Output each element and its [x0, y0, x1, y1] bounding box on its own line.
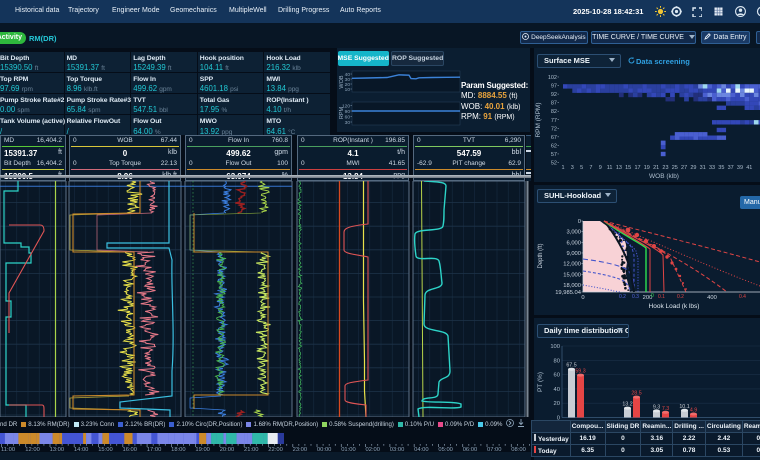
- svg-text:9,000: 9,000: [566, 251, 581, 257]
- svg-text:200: 200: [643, 295, 653, 301]
- svg-text:0: 0: [557, 416, 560, 421]
- svg-text:0: 0: [651, 293, 654, 299]
- svg-text:33: 33: [709, 165, 715, 171]
- svg-text:RPM: RPM: [339, 106, 345, 119]
- svg-text:17: 17: [634, 165, 640, 171]
- svg-text:25: 25: [672, 165, 678, 171]
- svg-text:100: 100: [550, 344, 560, 350]
- svg-text:0.2: 0.2: [619, 294, 626, 300]
- svg-text:12,000: 12,000: [563, 262, 581, 268]
- svg-text:87: 87: [551, 101, 557, 107]
- svg-text:120: 120: [342, 104, 350, 110]
- svg-text:WOB (klb): WOB (klb): [649, 173, 679, 180]
- svg-text:60: 60: [345, 115, 351, 121]
- svg-text:41: 41: [746, 165, 752, 171]
- svg-text:80: 80: [554, 358, 560, 364]
- svg-text:57: 57: [551, 152, 557, 158]
- svg-text:3: 3: [571, 165, 574, 171]
- svg-text:37: 37: [728, 165, 734, 171]
- svg-text:15,000: 15,000: [563, 272, 581, 278]
- svg-text:7.3: 7.3: [662, 406, 669, 412]
- svg-text:0.1: 0.1: [658, 294, 665, 300]
- svg-text:30: 30: [345, 120, 351, 126]
- svg-text:18,000: 18,000: [563, 283, 581, 289]
- svg-text:9: 9: [599, 165, 602, 171]
- svg-text:3,000: 3,000: [566, 230, 581, 236]
- svg-text:4.9: 4.9: [690, 408, 697, 414]
- svg-text:0: 0: [581, 295, 584, 301]
- svg-text:0: 0: [578, 219, 581, 225]
- svg-text:13.2: 13.2: [622, 402, 632, 408]
- svg-text:1: 1: [561, 165, 564, 171]
- svg-text:40: 40: [554, 387, 560, 393]
- svg-text:31: 31: [700, 165, 706, 171]
- svg-text:40: 40: [345, 72, 351, 78]
- svg-text:59.3: 59.3: [575, 369, 585, 375]
- svg-text:77: 77: [551, 118, 557, 124]
- svg-text:35: 35: [718, 165, 724, 171]
- svg-text:23: 23: [662, 165, 668, 171]
- svg-text:29: 29: [690, 165, 696, 171]
- svg-text:20: 20: [345, 82, 351, 88]
- svg-text:Depth (ft): Depth (ft): [538, 243, 544, 268]
- svg-text:RPM (RPM): RPM (RPM): [535, 102, 542, 137]
- svg-text:7: 7: [589, 165, 592, 171]
- svg-text:0.4: 0.4: [739, 294, 746, 300]
- svg-text:72: 72: [551, 126, 557, 132]
- svg-text:15: 15: [625, 165, 631, 171]
- svg-text:39: 39: [737, 165, 743, 171]
- svg-text:82: 82: [551, 109, 557, 115]
- svg-text:90: 90: [345, 109, 351, 115]
- svg-text:6,000: 6,000: [566, 240, 581, 246]
- svg-text:0.2: 0.2: [677, 294, 684, 300]
- svg-text:60: 60: [554, 373, 560, 379]
- svg-text:30: 30: [345, 77, 351, 83]
- svg-text:52: 52: [551, 161, 557, 167]
- svg-text:0.3: 0.3: [632, 294, 639, 300]
- svg-text:10.1: 10.1: [679, 404, 689, 410]
- svg-text:Hook Load (k lbs): Hook Load (k lbs): [649, 303, 700, 310]
- svg-text:27: 27: [681, 165, 687, 171]
- svg-text:10: 10: [345, 87, 351, 93]
- svg-text:11: 11: [607, 165, 613, 171]
- svg-text:21: 21: [653, 165, 659, 171]
- svg-text:WOB: WOB: [339, 75, 345, 88]
- svg-text:PT (%): PT (%): [537, 372, 544, 392]
- svg-text:9.3: 9.3: [653, 404, 660, 410]
- svg-text:102: 102: [548, 75, 557, 81]
- svg-text:400: 400: [707, 295, 717, 301]
- svg-text:92: 92: [551, 92, 557, 98]
- svg-text:13: 13: [616, 165, 622, 171]
- svg-text:62: 62: [551, 143, 557, 149]
- svg-text:67.5: 67.5: [566, 363, 576, 369]
- svg-text:97: 97: [551, 84, 557, 90]
- svg-text:67: 67: [551, 135, 557, 141]
- svg-text:28.5: 28.5: [631, 391, 641, 397]
- svg-text:19,985.04: 19,985.04: [555, 290, 582, 296]
- svg-text:19: 19: [644, 165, 650, 171]
- svg-text:20: 20: [554, 401, 560, 407]
- svg-text:5: 5: [580, 165, 583, 171]
